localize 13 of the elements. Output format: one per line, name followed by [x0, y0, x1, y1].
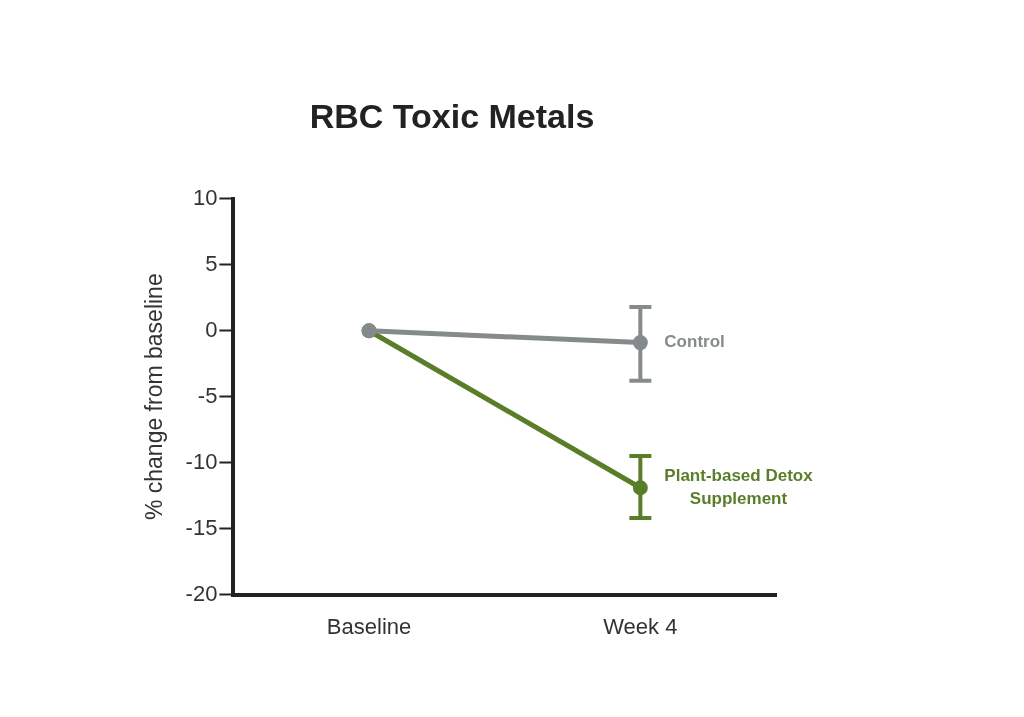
chart-title: RBC Toxic Metals: [309, 96, 595, 135]
y-axis-title: % change from baseline: [141, 273, 168, 521]
y-tick-label: -15: [185, 514, 218, 540]
x-tick-label: Week 4: [603, 613, 678, 639]
y-tick-label: -10: [185, 448, 218, 474]
y-tick-label: 0: [205, 316, 218, 342]
y-tick-label: -5: [197, 382, 218, 408]
series-label: Plant-based Detox Supplement: [664, 465, 814, 508]
x-tick-label: Baseline: [326, 613, 412, 639]
series-label: Control: [664, 332, 725, 352]
y-tick-label: 10: [192, 184, 218, 210]
y-tick-label: -20: [185, 580, 218, 606]
y-tick-label: 5: [205, 250, 218, 276]
